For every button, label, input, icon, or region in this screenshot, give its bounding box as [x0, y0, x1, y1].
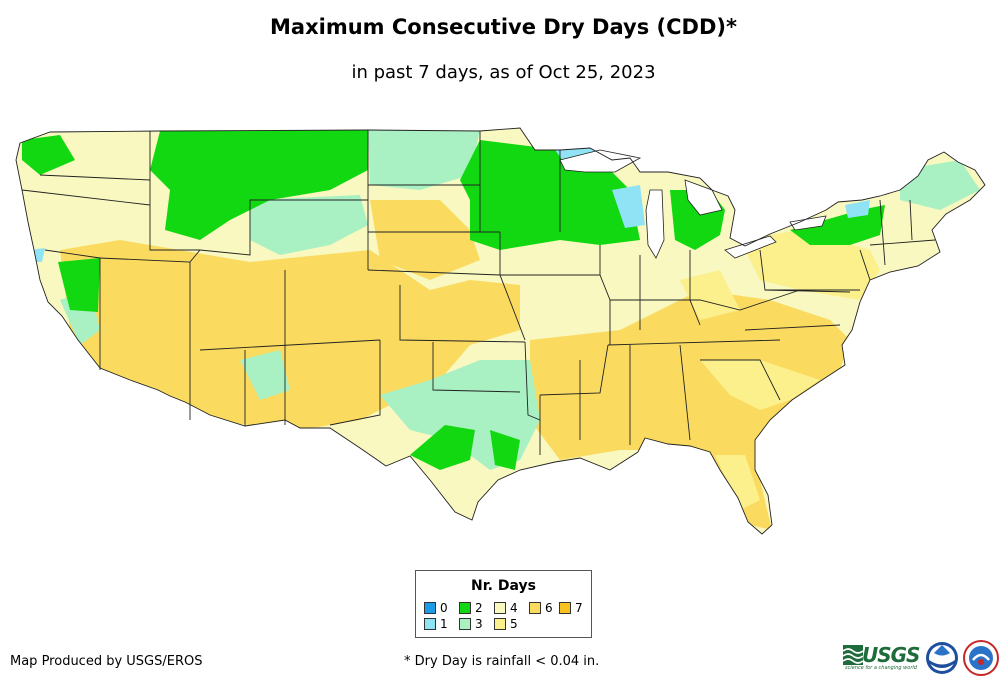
map-subtitle: in past 7 days, as of Oct 25, 2023 — [351, 62, 656, 83]
legend-title: Nr. Days — [471, 578, 536, 594]
cdd-2-idaho — [58, 258, 100, 312]
legend-swatch-6 — [529, 602, 541, 614]
usgs-logo: USGS science for a changing world — [843, 643, 920, 673]
legend-swatch-5 — [494, 618, 506, 630]
usgs-wave-icon — [843, 645, 863, 665]
dry-day-footnote: * Dry Day is rainfall < 0.04 in. — [404, 654, 600, 669]
cdd-3-dakota — [368, 130, 480, 190]
map-credit: Map Produced by USGS/EROS — [10, 654, 203, 669]
legend-label-1: 1 — [440, 617, 448, 631]
state-borders — [15, 127, 986, 535]
map-legend: Nr. Days 0 1 2 3 4 5 6 7 — [415, 570, 592, 638]
legend-swatch-0 — [424, 602, 436, 614]
legend-swatch-7 — [559, 602, 571, 614]
legend-label-6: 6 — [545, 601, 553, 615]
noaa-logo-icon — [926, 642, 958, 674]
lake-michigan — [645, 189, 665, 259]
cdd-5-northeast — [740, 230, 880, 300]
cdd-1-maine — [845, 200, 870, 218]
nws-logo-icon — [963, 640, 999, 676]
cdd-6-plains — [370, 200, 480, 280]
usgs-logo-text: USGS — [862, 643, 920, 667]
cdd-6-southeast — [530, 290, 850, 530]
legend-label-5: 5 — [510, 617, 518, 631]
legend-swatch-3 — [459, 618, 471, 630]
lake-erie — [724, 235, 777, 259]
legend-label-0: 0 — [440, 601, 448, 615]
cdd-2-pacnw — [22, 135, 75, 175]
legend-swatch-2 — [459, 602, 471, 614]
cdd-1-wisconsin — [612, 185, 645, 228]
cdd-raster — [16, 128, 985, 534]
legend-label-4: 4 — [510, 601, 518, 615]
cdd-5-ohio — [680, 270, 740, 320]
cdd-3-wyoming — [250, 195, 368, 255]
legend-swatch-4 — [494, 602, 506, 614]
great-lakes — [559, 149, 827, 259]
cdd-2-texas — [410, 425, 475, 470]
legend-swatch-1 — [424, 618, 436, 630]
map-title: Maximum Consecutive Dry Days (CDD)* — [270, 15, 737, 39]
cdd-2-houston — [490, 430, 520, 470]
us-cdd-map — [15, 127, 986, 535]
lake-superior — [559, 149, 642, 173]
cdd-2-montana — [150, 130, 368, 240]
legend-label-2: 2 — [475, 601, 483, 615]
legend-label-7: 7 — [575, 601, 583, 615]
cdd-3-arizona — [240, 350, 290, 400]
lake-ontario — [789, 215, 827, 231]
legend-label-3: 3 — [475, 617, 483, 631]
cdd-5-southeast-coast — [700, 360, 820, 410]
usgs-tagline: science for a changing world — [845, 665, 917, 671]
lake-huron — [684, 179, 723, 216]
cdd-6-west — [60, 240, 520, 430]
cdd-5-florida — [715, 455, 760, 510]
